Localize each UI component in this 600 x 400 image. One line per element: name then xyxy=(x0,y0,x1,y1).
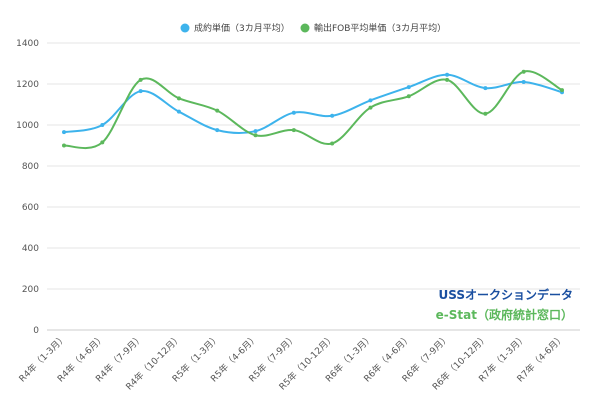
series-line xyxy=(63,70,563,150)
legend: 成約単価（3カ月平均） 輸出FOB平均単価（3カ月平均） xyxy=(180,22,446,34)
y-tick-label: 1000 xyxy=(16,121,39,131)
legend-marker xyxy=(300,23,310,33)
legend-item-2: 輸出FOB平均単価（3カ月平均） xyxy=(300,22,446,34)
data-point xyxy=(253,129,258,134)
source-uss: USSオークションデータ xyxy=(439,287,574,302)
data-point xyxy=(100,140,105,145)
y-tick-label: 1400 xyxy=(16,39,39,49)
y-tick-label: 400 xyxy=(22,244,39,254)
series-line xyxy=(63,73,563,134)
y-tick-label: 0 xyxy=(33,326,39,336)
series-1 xyxy=(62,72,564,135)
data-point xyxy=(291,128,296,133)
data-point xyxy=(62,130,66,135)
data-point xyxy=(291,110,296,115)
source-estat: e-Stat（政府統計窓口） xyxy=(436,307,573,322)
data-point xyxy=(330,141,335,146)
data-point xyxy=(253,133,258,138)
y-tick-label: 200 xyxy=(22,285,39,295)
data-point xyxy=(215,128,220,133)
y-tick-label: 1200 xyxy=(16,80,39,90)
y-tick-label: 800 xyxy=(22,162,39,172)
data-point xyxy=(483,86,488,91)
data-point xyxy=(176,109,181,114)
legend-label: 成約単価（3カ月平均） xyxy=(194,22,290,34)
data-point xyxy=(368,105,373,110)
x-axis: R4年（1-3月）R4年（4-6月）R4年（7-9月）R4年（10-12月）R5… xyxy=(16,332,567,393)
legend-marker xyxy=(180,23,190,33)
data-point xyxy=(406,85,411,90)
data-point xyxy=(138,77,143,82)
y-tick-label: 600 xyxy=(22,203,39,213)
data-point xyxy=(62,143,66,148)
legend-item-1: 成約単価（3カ月平均） xyxy=(180,22,290,34)
data-point xyxy=(445,72,450,77)
data-point xyxy=(521,69,526,74)
data-point xyxy=(560,88,564,93)
series-2 xyxy=(62,69,564,150)
data-point xyxy=(215,108,220,113)
y-axis: 0 200 400 600 800 1000 1200 1400 xyxy=(16,39,39,336)
data-point xyxy=(330,113,335,118)
data-point xyxy=(100,123,105,127)
data-point xyxy=(483,111,488,116)
data-point xyxy=(176,96,181,101)
data-point xyxy=(368,98,373,103)
data-point xyxy=(406,94,411,99)
legend-label: 輸出FOB平均単価（3カ月平均） xyxy=(314,22,446,34)
series-lines xyxy=(62,69,564,150)
data-point xyxy=(521,79,526,84)
data-point xyxy=(138,89,143,94)
source-notes: USSオークションデータ e-Stat（政府統計窓口） xyxy=(436,287,573,322)
data-point xyxy=(445,77,450,82)
